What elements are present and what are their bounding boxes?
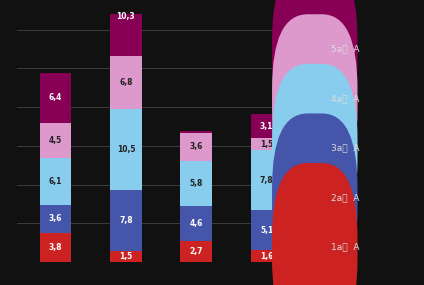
Text: 6,1: 6,1	[49, 177, 62, 186]
Bar	[110, 56, 142, 109]
Text: 4,6: 4,6	[190, 219, 203, 228]
Text: 10,5: 10,5	[117, 145, 135, 154]
Text: 7,8: 7,8	[260, 176, 273, 185]
Text: 3,8: 3,8	[49, 243, 62, 252]
Text: 10,3: 10,3	[117, 12, 135, 21]
Text: 3,1: 3,1	[260, 122, 273, 131]
Bar	[181, 131, 212, 133]
FancyBboxPatch shape	[272, 0, 357, 136]
Text: 5aⒺ  A: 5aⒺ A	[332, 44, 360, 54]
Text: 1,5: 1,5	[119, 252, 133, 261]
Bar	[110, 109, 142, 190]
Text: 4,5: 4,5	[49, 136, 62, 145]
Text: 3,6: 3,6	[190, 142, 203, 151]
Bar	[110, 190, 142, 251]
FancyBboxPatch shape	[272, 113, 357, 284]
Bar	[110, 0, 142, 56]
Text: 1,6: 1,6	[260, 251, 273, 260]
Text: 1aⒶ  A: 1aⒶ A	[332, 243, 360, 252]
FancyBboxPatch shape	[272, 163, 357, 285]
Text: 5,8: 5,8	[190, 179, 203, 188]
FancyBboxPatch shape	[272, 64, 357, 235]
Text: 3aⒸ  A: 3aⒸ A	[332, 144, 360, 153]
Bar	[251, 150, 282, 210]
Text: 2aⒷ  A: 2aⒷ A	[332, 193, 360, 202]
Bar	[251, 250, 282, 262]
Text: 2,7: 2,7	[190, 247, 203, 256]
Bar	[110, 251, 142, 262]
Bar	[181, 241, 212, 262]
Bar	[40, 158, 72, 205]
Bar	[251, 114, 282, 138]
Text: 1,5: 1,5	[260, 140, 273, 148]
Text: 7,8: 7,8	[119, 216, 133, 225]
Bar	[40, 73, 72, 123]
Bar	[251, 210, 282, 250]
Bar	[40, 233, 72, 262]
Bar	[40, 205, 72, 233]
Bar	[181, 161, 212, 206]
Text: 6,4: 6,4	[49, 93, 62, 102]
Text: 5,1: 5,1	[260, 225, 273, 235]
Text: 3,6: 3,6	[49, 214, 62, 223]
Text: 4aⒹ  A: 4aⒹ A	[332, 94, 360, 103]
Text: 6,8: 6,8	[119, 78, 133, 87]
FancyBboxPatch shape	[272, 14, 357, 185]
Bar	[181, 206, 212, 241]
Bar	[40, 123, 72, 158]
Bar	[181, 133, 212, 161]
Bar	[251, 138, 282, 150]
